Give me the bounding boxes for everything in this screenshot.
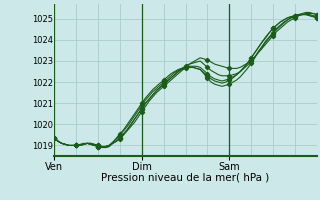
X-axis label: Pression niveau de la mer( hPa ): Pression niveau de la mer( hPa ) xyxy=(101,173,270,183)
